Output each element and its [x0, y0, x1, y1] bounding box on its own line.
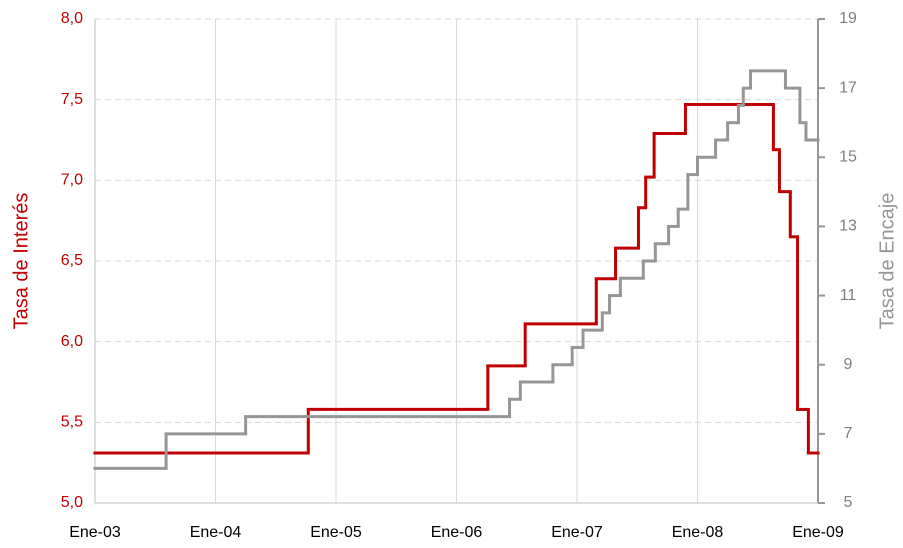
- y-tick-label: 5,0: [61, 494, 83, 511]
- y2-tick-label: 19: [839, 10, 857, 27]
- x-tick-label: Ene-03: [69, 524, 121, 541]
- y-tick-label: 5,5: [61, 414, 83, 431]
- x-tick-label: Ene-07: [551, 524, 603, 541]
- x-tick-label: Ene-04: [190, 524, 242, 541]
- y-tick-label: 8,0: [61, 10, 83, 27]
- x-tick-label: Ene-05: [310, 524, 362, 541]
- y-tick-label: 6,5: [61, 252, 83, 269]
- y2-tick-label: 9: [844, 356, 853, 373]
- y2-tick-label: 5: [844, 494, 853, 511]
- y2-axis-label: Tasa de Encaje: [876, 193, 898, 330]
- y2-tick-label: 11: [840, 287, 857, 304]
- y-tick-label: 7,5: [61, 91, 83, 108]
- y-tick-label: 6,0: [61, 333, 83, 350]
- y-tick-label: 7,0: [61, 172, 83, 189]
- x-tick-label: Ene-06: [431, 524, 483, 541]
- y2-tick-label: 13: [839, 218, 857, 235]
- y2-tick-label: 15: [839, 149, 857, 166]
- y2-tick-label: 7: [844, 425, 853, 442]
- y2-tick-label: 17: [839, 79, 857, 96]
- x-tick-label: Ene-09: [792, 524, 844, 541]
- x-tick-label: Ene-08: [672, 524, 724, 541]
- y-axis-label: Tasa de Interés: [10, 193, 32, 330]
